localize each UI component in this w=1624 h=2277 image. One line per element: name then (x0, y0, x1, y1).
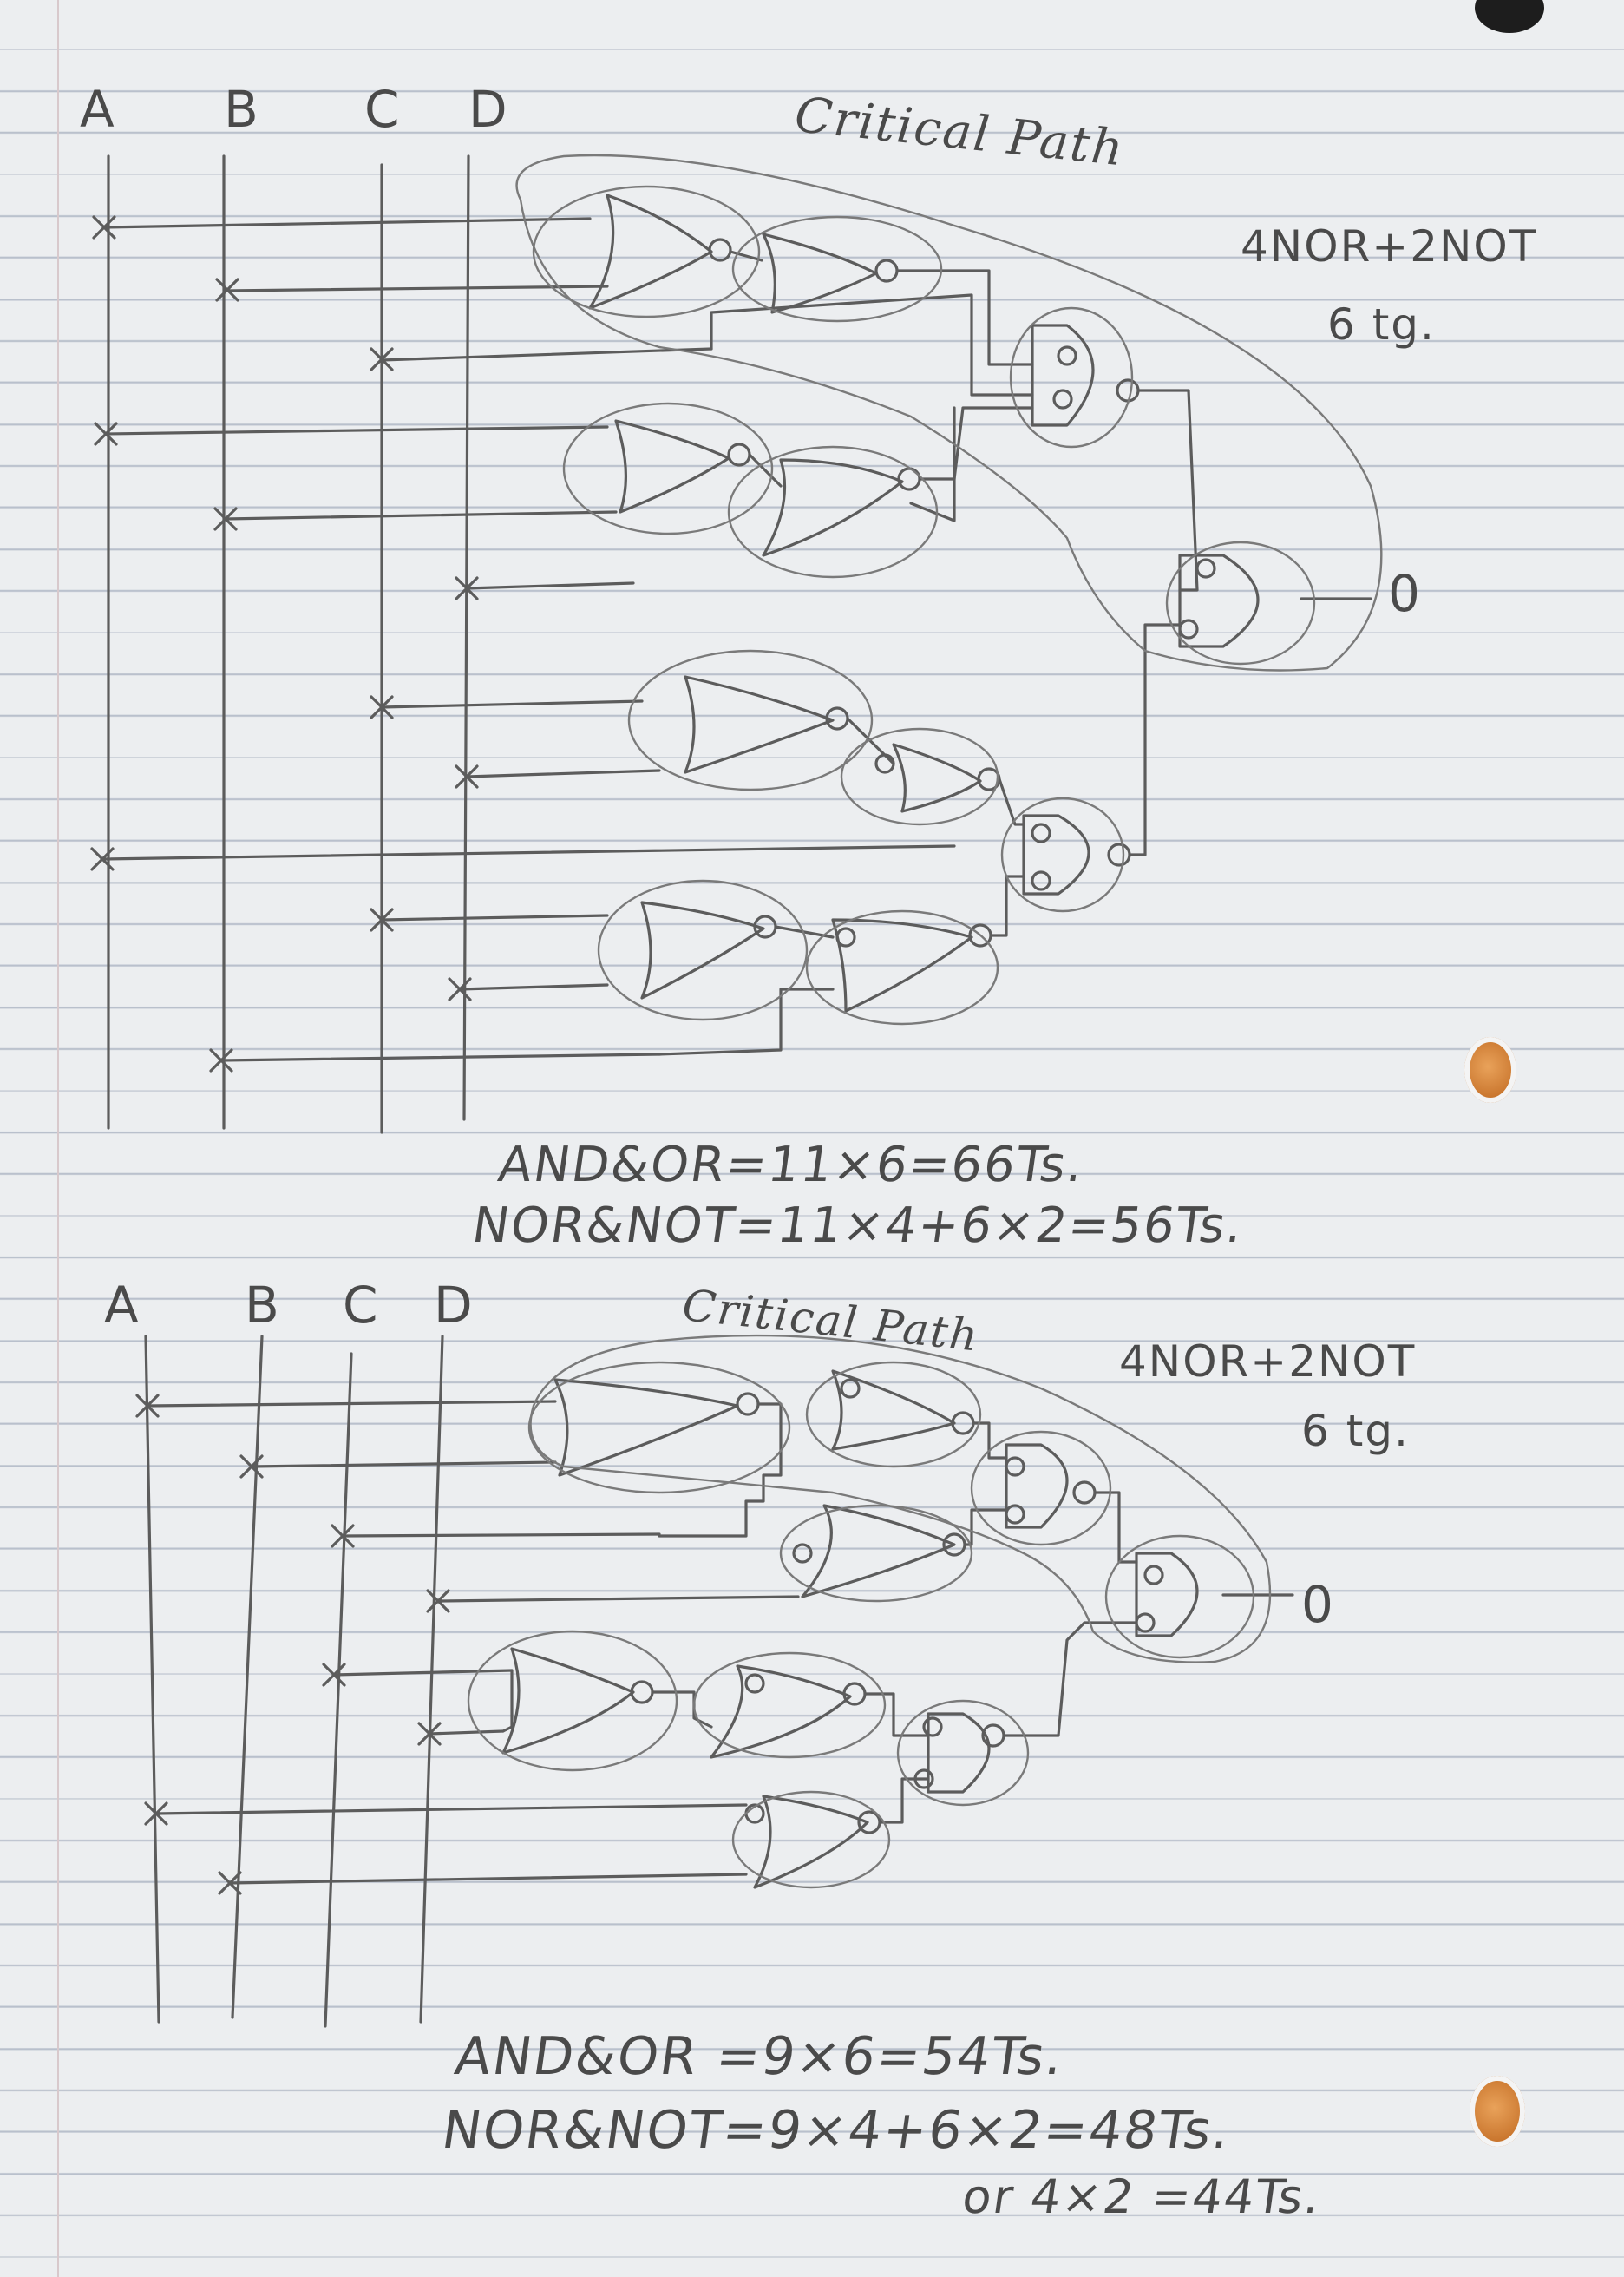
tg-label-1: 6 tg. (1327, 299, 1436, 350)
input-label-d-1: D (468, 80, 509, 139)
output-label-1: 0 (1388, 564, 1422, 623)
wires-diagram-1 (658, 250, 1372, 1056)
diagram-2-circuit (135, 1334, 1294, 2028)
wires-diagram-2 (501, 1402, 1294, 1824)
critical-path-loop-2 (467, 1334, 1272, 1889)
margin-line (57, 0, 59, 2277)
gate-count-label-1: 4NOR+2NOT (1241, 221, 1538, 272)
critical-path-loop-1 (515, 154, 1383, 1026)
input-label-b-2: B (245, 1276, 281, 1335)
bus-a2-line (144, 1335, 160, 2024)
bus-d-line (462, 154, 470, 1121)
input-label-a-1: A (80, 80, 116, 139)
formula-nor-not-1: NOR&NOT=11×4+6×2=56Ts. (468, 1198, 1248, 1254)
input-label-c-1: C (364, 80, 402, 139)
output-label-2: 0 (1301, 1575, 1335, 1634)
gate-count-label-2: 4NOR+2NOT (1119, 1336, 1417, 1387)
input-label-a-2: A (104, 1276, 141, 1335)
punch-hole-bottom (1470, 2076, 1525, 2147)
formula-nor-not-2: NOR&NOT=9×4+6×2=48Ts. (438, 2100, 1235, 2161)
tg-label-2: 6 tg. (1301, 1406, 1410, 1456)
gates-diagram-1 (588, 194, 1260, 1013)
bus-d2-line (419, 1335, 444, 2024)
diagram-1-circuit (90, 154, 1383, 1134)
punch-hole-middle (1464, 1037, 1516, 1103)
formula-and-or-2: AND&OR =9×6=54Ts. (451, 2026, 1069, 2087)
input-taps-2 (135, 1394, 800, 1895)
bus-c2-line (324, 1352, 353, 2028)
formula-alt-2: or 4×2 =44Ts. (959, 2169, 1326, 2224)
input-label-d-2: D (434, 1276, 475, 1335)
formula-and-or-1: AND&OR=11×6=66Ts. (494, 1137, 1089, 1193)
input-label-b-1: B (224, 80, 260, 139)
input-label-c-2: C (343, 1276, 380, 1335)
input-taps (90, 215, 956, 1073)
bus-b2-line (231, 1335, 264, 2019)
